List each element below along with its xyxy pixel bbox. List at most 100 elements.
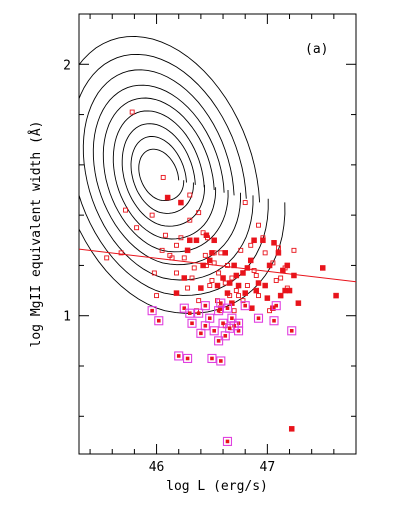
point-highlight-box — [185, 308, 195, 318]
point-filled — [291, 272, 297, 279]
point-highlight-core — [272, 318, 276, 323]
point-highlight-core — [212, 329, 216, 333]
contour-level-3 — [121, 123, 205, 227]
point-highlight-core — [150, 308, 154, 313]
point-highlight-box — [216, 356, 226, 366]
point-open — [218, 250, 224, 256]
point-open — [134, 225, 140, 231]
point-open — [262, 250, 268, 256]
point-highlight-box — [287, 326, 297, 336]
point-open — [291, 247, 297, 253]
point-filled — [282, 287, 288, 294]
point-highlighted — [269, 316, 279, 326]
point-highlight-core — [274, 303, 279, 308]
contour-level-5 — [102, 97, 229, 253]
point-highlight-core — [216, 339, 221, 343]
point-highlight-core — [227, 326, 232, 331]
point-filled — [320, 265, 326, 271]
point-open — [167, 252, 173, 258]
contour-level-4 — [112, 110, 217, 240]
point-highlight-box — [174, 351, 184, 361]
point-highlight-box — [222, 303, 233, 313]
point-open — [185, 285, 191, 291]
point-filled — [220, 275, 226, 281]
point-highlighted — [207, 353, 217, 364]
point-filled — [270, 305, 276, 311]
x-tick-label: 46 — [149, 460, 165, 475]
point-open — [278, 275, 284, 281]
point-highlight-box — [218, 318, 228, 328]
point-open — [104, 255, 110, 261]
point-highlight-box — [207, 353, 217, 364]
point-filled — [266, 262, 273, 269]
point-filled — [214, 282, 221, 289]
point-filled — [200, 262, 206, 269]
point-open — [202, 252, 208, 258]
point-open — [178, 235, 184, 241]
point-highlighted — [214, 336, 224, 346]
point-highlight-core — [203, 303, 208, 308]
y-tick-label: 1 — [63, 310, 71, 325]
point-open — [187, 217, 193, 223]
point-highlight-core — [185, 356, 190, 361]
point-filled — [187, 237, 193, 244]
point-open — [196, 210, 202, 216]
contour-level-7 — [82, 69, 254, 281]
point-open — [129, 109, 135, 115]
point-filled — [262, 282, 268, 289]
point-highlight-box — [240, 301, 250, 311]
contour-level-1 — [138, 148, 185, 202]
point-open — [174, 242, 179, 248]
point-filled — [226, 280, 233, 286]
point-highlight-box — [222, 436, 233, 446]
point-filled — [178, 199, 184, 206]
point-open — [256, 222, 261, 228]
regression-line — [78, 248, 357, 283]
point-open — [118, 250, 124, 256]
point-open — [275, 245, 281, 251]
point-highlight-core — [219, 301, 223, 305]
point-highlight-box — [154, 316, 164, 326]
point-highlight-core — [203, 323, 208, 328]
point-highlight-core — [243, 303, 247, 308]
point-open — [189, 275, 195, 281]
point-filled — [224, 290, 231, 296]
contour-level-9 — [79, 35, 286, 314]
point-highlighted — [271, 301, 281, 311]
point-highlight-core — [225, 439, 230, 444]
point-highlight-core — [236, 329, 241, 333]
point-open — [123, 207, 128, 213]
point-highlight-core — [182, 306, 187, 310]
point-filled — [231, 262, 237, 269]
point-highlighted — [225, 323, 235, 333]
point-filled — [181, 275, 188, 281]
contour-level-2 — [130, 136, 194, 214]
point-filled — [184, 247, 191, 254]
data-points — [104, 109, 339, 446]
point-filled — [280, 267, 286, 274]
point-highlighted — [200, 301, 210, 311]
point-open — [191, 265, 197, 271]
point-highlight-core — [176, 354, 181, 358]
point-open — [211, 260, 217, 266]
point-open — [238, 247, 244, 253]
point-highlight-box — [214, 336, 224, 346]
contour-level-6 — [92, 84, 241, 266]
point-open — [159, 247, 165, 253]
point-filled — [235, 282, 242, 289]
point-highlighted — [185, 308, 195, 318]
point-highlighted — [287, 326, 297, 336]
point-highlighted — [194, 308, 204, 318]
point-open — [207, 283, 213, 288]
point-highlight-core — [199, 331, 203, 336]
point-highlighted — [216, 298, 226, 308]
point-highlight-core — [230, 316, 234, 321]
point-highlight-box — [269, 316, 279, 326]
point-filled — [271, 240, 277, 246]
point-open — [251, 268, 257, 273]
point-highlight-core — [256, 316, 261, 321]
point-open — [160, 174, 166, 180]
point-highlight-core — [210, 356, 214, 361]
point-highlighted — [154, 316, 164, 326]
